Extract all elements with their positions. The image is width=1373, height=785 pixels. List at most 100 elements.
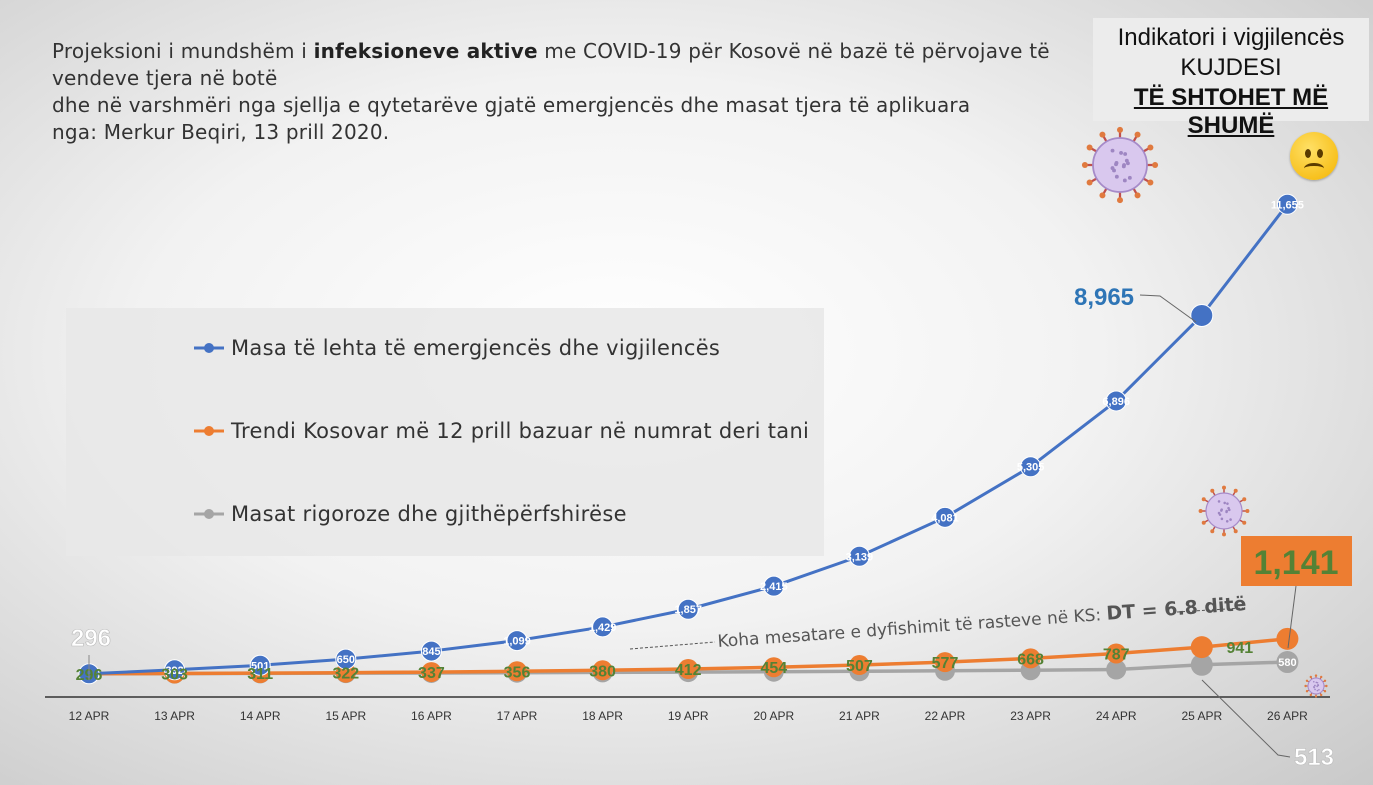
data-point: [421, 662, 442, 683]
legend-label-kosovo-trend: Trendi Kosovar më 12 prill bazuar në num…: [231, 419, 810, 443]
data-point: [763, 575, 785, 597]
x-tick-label: 18 APR: [582, 709, 623, 723]
x-tick-label: 15 APR: [325, 709, 366, 723]
data-label: 392: [165, 665, 183, 677]
data-label: 337: [418, 665, 445, 682]
virus-icon: [1198, 485, 1250, 537]
callout-leader: [1287, 585, 1297, 649]
x-tick-label: 21 APR: [839, 709, 880, 723]
data-point: [1190, 303, 1214, 327]
data-point: [848, 545, 870, 567]
legend-item-strict-measures: Masat rigoroze dhe gjithëpërfshirëse: [194, 502, 627, 526]
callout-leader: [1201, 679, 1291, 758]
data-label: 1,099: [503, 636, 531, 648]
vigilance-indicator-title: Indikatori i vigjilencës: [1117, 24, 1345, 51]
data-point: [506, 630, 528, 652]
data-label: 4,081: [931, 512, 959, 524]
x-tick-label: 19 APR: [668, 709, 709, 723]
data-label: 3,139: [846, 551, 874, 563]
data-label: 668: [1017, 651, 1044, 668]
data-label: 2,415: [760, 581, 788, 593]
data-label: 507: [846, 658, 873, 675]
data-label: 311: [247, 666, 273, 683]
data-label: 501: [251, 660, 269, 672]
chart-subtitle: Projeksioni i mundshëm i infeksioneve ak…: [52, 38, 1082, 146]
vigilance-indicator-caution: KUJDESI: [1180, 54, 1282, 81]
data-label: 322: [332, 666, 359, 683]
data-point: [763, 657, 784, 678]
legend-label-strict-measures: Masat rigoroze dhe gjithëpërfshirëse: [231, 502, 627, 526]
worried-face-icon: [1290, 132, 1338, 180]
x-tick-label: 20 APR: [753, 709, 794, 723]
data-label: 1,857: [674, 604, 702, 616]
data-point: [592, 660, 613, 681]
data-point: [1190, 636, 1213, 659]
x-tick-label: 23 APR: [1010, 709, 1051, 723]
header-line-3: nga: Merkur Beqiri, 13 prill 2020.: [52, 120, 390, 144]
x-tick-label: 26 APR: [1267, 709, 1308, 723]
data-point: [935, 652, 955, 673]
legend-item-kosovo-trend: Trendi Kosovar më 12 prill bazuar në num…: [194, 419, 809, 443]
legend-label-light-measures: Masa të lehta të emergjencës dhe vigjile…: [231, 336, 721, 360]
callout-start-value: 296: [71, 625, 111, 652]
annotation-leader: [629, 641, 716, 650]
x-tick-label: 17 APR: [497, 709, 538, 723]
chart-legend: Masa të lehta të emergjencës dhe vigjile…: [66, 308, 824, 556]
data-label: 454: [760, 660, 787, 677]
x-tick-label: 13 APR: [154, 709, 195, 723]
virus-icon: [1304, 674, 1328, 698]
data-point: [1276, 651, 1299, 674]
data-point: [678, 658, 699, 679]
data-point: [335, 648, 357, 670]
data-label: 787: [1103, 646, 1130, 663]
data-point: [1105, 390, 1127, 412]
header-line-2: dhe në varshmëri nga sjellja e qytetarëv…: [52, 93, 971, 117]
data-label: 580: [1278, 657, 1296, 669]
data-point: [507, 661, 527, 682]
data-point: [1106, 643, 1127, 664]
x-tick-label: 25 APR: [1181, 709, 1222, 723]
legend-item-light-measures: Masa të lehta të emergjencës dhe vigjile…: [194, 336, 720, 360]
data-label: 412: [675, 662, 702, 679]
data-label: 356: [504, 664, 531, 681]
data-label: 380: [589, 663, 616, 680]
doubling-time-annotation: Koha mesatare e dyfishimit të rasteve në…: [717, 593, 1247, 652]
data-point: [849, 655, 870, 676]
data-label: 6,896: [1102, 396, 1130, 408]
data-point: [1190, 653, 1213, 676]
callout-gray-value: 513: [1294, 744, 1334, 771]
data-point: [1020, 456, 1042, 478]
data-point: [592, 616, 614, 638]
x-tick-label: 14 APR: [240, 709, 281, 723]
annotation-leader: [1176, 607, 1244, 613]
header-line-1: Projeksioni i mundshëm i infeksioneve ak…: [52, 39, 1050, 90]
data-point: [1106, 659, 1127, 680]
vigilance-indicator-box: Indikatori i vigjilencës KUJDESI TË SHTO…: [1093, 18, 1369, 139]
data-point: [677, 598, 699, 620]
data-point: [164, 659, 186, 681]
x-tick-label: 12 APR: [69, 709, 110, 723]
callout-leader: [1139, 294, 1197, 323]
x-tick-label: 24 APR: [1096, 709, 1137, 723]
virus-icon: [1081, 126, 1159, 204]
callout-orange-value: 1,141: [1253, 544, 1338, 582]
x-tick-label: 22 APR: [925, 709, 966, 723]
data-point: [249, 654, 271, 676]
vigilance-indicator-warning: TË SHTOHET MË SHUMË: [1133, 84, 1329, 139]
data-point: [1276, 193, 1298, 215]
data-label: 577: [932, 655, 959, 672]
data-label: 11,655: [1271, 199, 1304, 211]
callout-blue-value: 8,965: [1074, 284, 1134, 311]
data-point: [934, 506, 956, 528]
callout-orange-box: [1241, 536, 1352, 586]
data-label: 845: [422, 646, 440, 658]
data-label: 5,305: [1017, 462, 1045, 474]
data-label: 303: [161, 666, 188, 683]
data-point: [420, 640, 442, 662]
data-point: [1276, 627, 1299, 650]
data-label: 941: [1226, 640, 1253, 657]
data-point: [1020, 648, 1041, 669]
data-label: 650: [337, 654, 355, 666]
x-tick-label: 16 APR: [411, 709, 452, 723]
